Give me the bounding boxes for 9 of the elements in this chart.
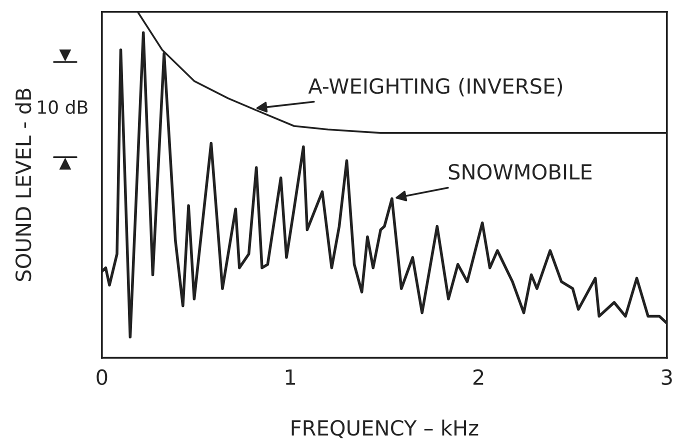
annotation: A-WEIGHTING (INVERSE) xyxy=(308,78,562,96)
annotation: SNOWMOBILE xyxy=(448,164,592,180)
x-tick-label: 1 xyxy=(286,370,295,385)
y-axis-title: SOUND LEVEL - dB xyxy=(15,88,32,282)
x-tick-label: 3 xyxy=(662,369,672,386)
x-tick-label: 2 xyxy=(473,369,484,385)
x-axis-title: FREQUENCY – kHz xyxy=(292,420,478,438)
text: 10 dB xyxy=(38,100,88,114)
x-tick-label: 0 xyxy=(96,369,108,386)
